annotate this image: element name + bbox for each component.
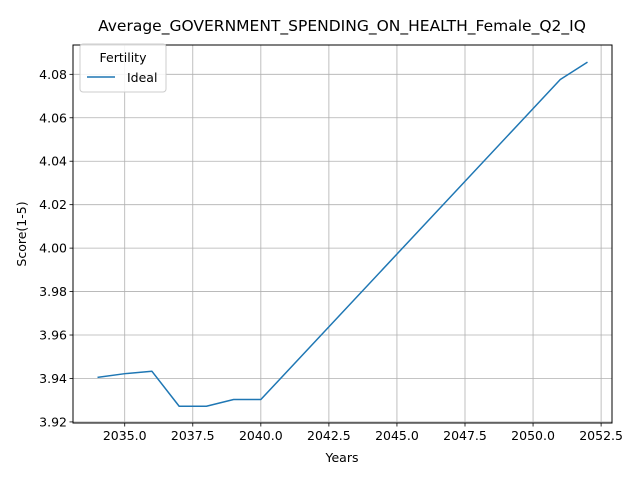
x-tick-label: 2037.5 [171, 428, 215, 443]
x-tick-label: 2045.0 [375, 428, 419, 443]
x-tick-label: 2050.0 [511, 428, 555, 443]
series-line-ideal [97, 61, 588, 408]
plot-area-frame [72, 44, 613, 424]
y-tick-label: 4.02 [39, 197, 67, 212]
y-tick-label: 3.92 [39, 414, 67, 429]
ticks: 2035.0 2037.5 2040.0 2042.5 2045.0 2047.5 2050… [39, 67, 623, 443]
x-tick-label: 2040.0 [239, 428, 283, 443]
legend-title: Fertility [100, 50, 148, 65]
y-tick-label: 3.94 [39, 371, 67, 386]
legend-entry-ideal: Ideal [127, 70, 157, 85]
series-layer [97, 61, 588, 408]
y-tick-label: 4.04 [39, 154, 67, 169]
grid [73, 45, 612, 423]
y-tick-label: 3.98 [39, 284, 67, 299]
y-tick-label: 4.00 [39, 241, 67, 256]
x-tick-label: 2047.5 [443, 428, 487, 443]
y-axis-label: Score(1-5) [14, 201, 29, 266]
x-axis-label: Years [325, 450, 359, 465]
chart-title: Average_GOVERNMENT_SPENDING_ON_HEALTH_Fe… [98, 17, 586, 36]
y-tick-label: 3.96 [39, 328, 67, 343]
x-tick-label: 2035.0 [103, 428, 147, 443]
y-tick-label: 4.06 [39, 110, 67, 125]
y-tick-label: 4.08 [39, 67, 67, 82]
legend: Fertility Ideal [79, 43, 167, 93]
legend-box [79, 43, 167, 93]
x-tick-label: 2052.5 [579, 428, 623, 443]
x-tick-label: 2042.5 [307, 428, 351, 443]
